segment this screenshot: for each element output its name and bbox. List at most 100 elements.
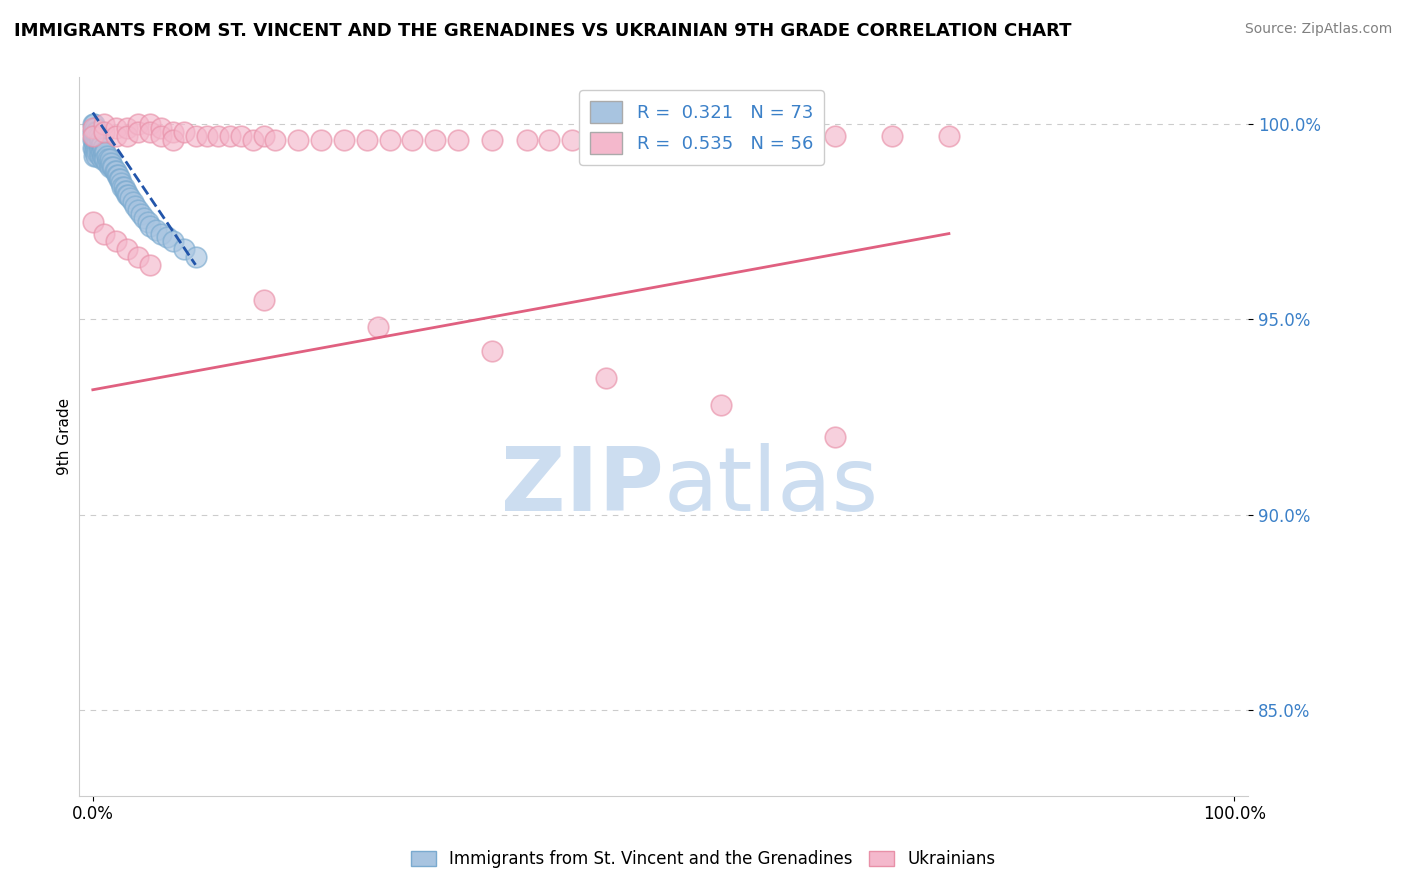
Point [595, 371, 617, 385]
Legend: Immigrants from St. Vincent and the Grenadines, Ukrainians: Immigrants from St. Vincent and the Gren… [404, 844, 1002, 875]
Point [136, 215, 159, 229]
Point [104, 128, 127, 143]
Point [880, 128, 903, 143]
Point [98, 160, 121, 174]
Point [107, 168, 129, 182]
Point [207, 128, 229, 143]
Point [82, 141, 104, 155]
Point [367, 320, 389, 334]
Point [287, 133, 309, 147]
Point [139, 125, 162, 139]
Point [82, 215, 104, 229]
Point [82, 128, 104, 143]
Point [115, 184, 138, 198]
Point [97, 153, 120, 167]
Point [447, 133, 470, 147]
Point [264, 133, 287, 147]
Point [173, 242, 195, 256]
Point [538, 133, 561, 147]
Point [84, 141, 107, 155]
Point [91, 141, 114, 155]
Point [84, 128, 107, 143]
Point [150, 128, 173, 143]
Point [83, 141, 105, 155]
Point [101, 160, 124, 174]
Point [90, 145, 112, 159]
Point [89, 148, 111, 162]
Point [309, 133, 332, 147]
Point [103, 164, 125, 178]
Point [120, 191, 142, 205]
Legend: R =  0.321   N = 73, R =  0.535   N = 56: R = 0.321 N = 73, R = 0.535 N = 56 [579, 90, 824, 165]
Point [84, 121, 107, 136]
Point [184, 250, 207, 264]
Point [91, 145, 114, 159]
Point [83, 125, 105, 139]
Point [766, 128, 789, 143]
Point [84, 148, 107, 162]
Point [110, 172, 132, 186]
Point [127, 117, 149, 131]
Point [333, 133, 356, 147]
Point [84, 136, 107, 151]
Point [97, 156, 120, 170]
Point [89, 133, 111, 147]
Point [134, 211, 156, 225]
Point [86, 128, 108, 143]
Point [115, 242, 138, 256]
Point [824, 429, 846, 443]
Point [84, 145, 107, 159]
Point [94, 145, 117, 159]
Point [425, 133, 447, 147]
Point [710, 128, 733, 143]
Point [124, 199, 146, 213]
Point [90, 136, 112, 151]
Point [378, 133, 401, 147]
Point [356, 133, 378, 147]
Point [195, 128, 218, 143]
Point [253, 293, 276, 307]
Point [481, 343, 503, 358]
Point [242, 133, 264, 147]
Point [218, 128, 240, 143]
Text: Source: ZipAtlas.com: Source: ZipAtlas.com [1244, 22, 1392, 37]
Point [93, 125, 115, 139]
Point [162, 235, 184, 249]
Point [111, 179, 134, 194]
Point [184, 128, 207, 143]
Point [82, 133, 104, 147]
Point [104, 121, 127, 136]
Point [117, 187, 139, 202]
Point [104, 164, 127, 178]
Point [100, 156, 122, 170]
Point [87, 128, 110, 143]
Point [710, 398, 733, 412]
Point [595, 128, 617, 143]
Point [401, 133, 423, 147]
Point [127, 125, 149, 139]
Point [115, 187, 138, 202]
Point [91, 136, 114, 151]
Point [93, 117, 115, 131]
Point [139, 219, 162, 233]
Point [108, 172, 131, 186]
Point [91, 153, 114, 167]
Point [104, 235, 127, 249]
Point [82, 117, 104, 131]
Point [127, 250, 149, 264]
Text: atlas: atlas [664, 443, 879, 531]
Point [83, 148, 105, 162]
Point [938, 128, 960, 143]
Point [114, 184, 136, 198]
Point [96, 148, 118, 162]
Point [87, 136, 110, 151]
Point [93, 153, 115, 167]
Point [91, 148, 114, 162]
Point [156, 230, 179, 244]
Point [83, 133, 105, 147]
Point [231, 128, 253, 143]
Point [115, 128, 138, 143]
Point [87, 145, 110, 159]
Point [86, 145, 108, 159]
Point [82, 121, 104, 136]
